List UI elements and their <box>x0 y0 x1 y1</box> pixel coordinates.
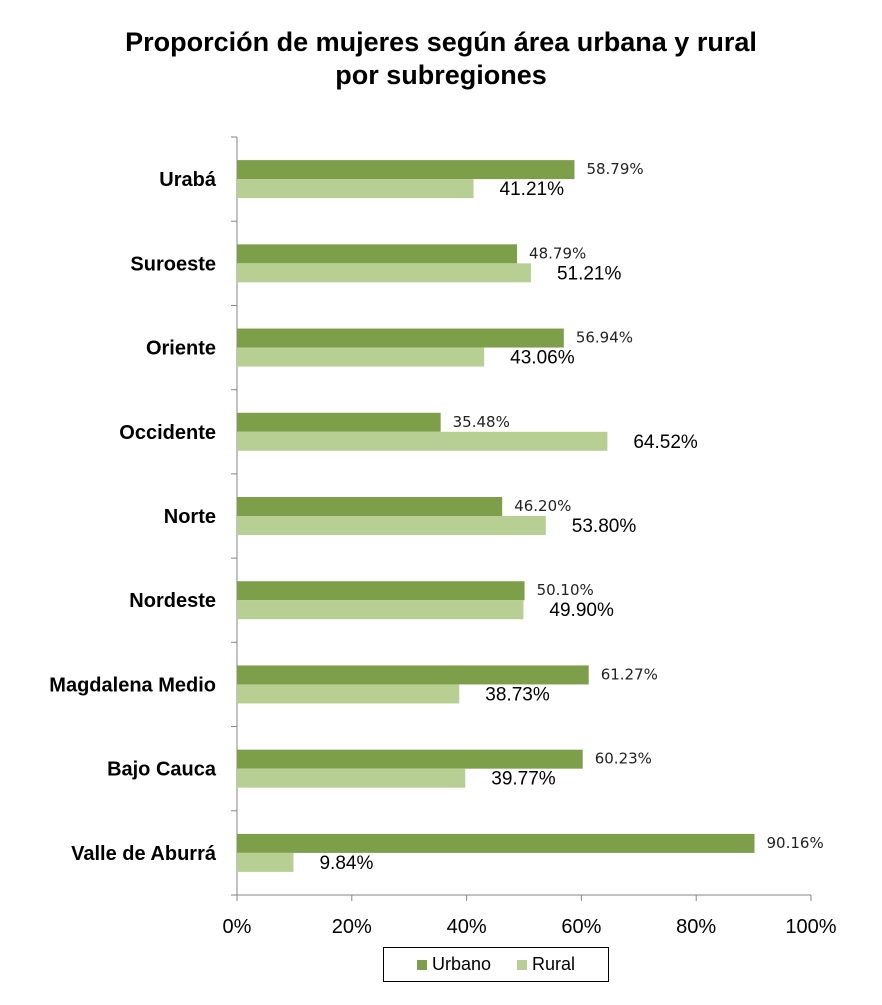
legend-swatch-rural <box>517 959 528 970</box>
x-tick-label: 20% <box>332 916 372 938</box>
bar-rural-nordeste <box>237 600 524 620</box>
legend: Urbano Rural <box>383 947 609 982</box>
category-label-bajo-cauca: Bajo Cauca <box>107 759 217 781</box>
data-label-rural-suroeste: 51.21% <box>557 263 622 284</box>
legend-swatch-urbano <box>416 959 427 970</box>
category-label-valle-de-aburra: Valle de Aburrá <box>71 843 217 865</box>
bar-rural-norte <box>237 516 546 535</box>
data-label-rural-nordeste: 49.90% <box>549 600 614 621</box>
data-label-urbano-bajo-cauca: 60.23% <box>595 750 652 768</box>
data-label-urbano-occidente: 35.48% <box>453 413 510 431</box>
category-label-norte: Norte <box>164 506 216 528</box>
bars <box>237 160 755 872</box>
x-tick-label: 60% <box>561 916 601 938</box>
data-label-rural-oriente: 43.06% <box>510 348 575 369</box>
data-label-urbano-valle-de-aburra: 90.16% <box>767 834 824 852</box>
bar-rural-magdalena-medio <box>237 684 460 704</box>
chart-title-line-2: por subregiones <box>335 60 547 90</box>
bar-urbano-norte <box>237 497 503 516</box>
legend-label-urbano: Urbano <box>431 954 492 974</box>
bar-urbano-nordeste <box>237 581 525 601</box>
chart-title-line-1: Proporción de mujeres según área urbana … <box>125 27 757 57</box>
bar-urbano-bajo-cauca <box>237 749 583 769</box>
data-label-rural-occidente: 64.52% <box>633 432 698 453</box>
legend-label-rural: Rural <box>532 954 576 974</box>
category-label-uraba: Urabá <box>159 169 217 191</box>
bar-urbano-occidente <box>237 412 441 432</box>
bar-urbano-suroeste <box>237 244 518 264</box>
bar-rural-suroeste <box>237 263 531 283</box>
x-tick-label: 0% <box>223 916 252 938</box>
bar-urbano-oriente <box>237 328 564 348</box>
data-label-urbano-oriente: 56.94% <box>576 329 633 347</box>
bar-rural-oriente <box>237 347 485 367</box>
data-label-urbano-uraba: 58.79% <box>586 160 643 178</box>
category-label-oriente: Oriente <box>146 338 216 360</box>
category-label-magdalena-medio: Magdalena Medio <box>49 674 216 696</box>
chart-title: Proporción de mujeres según área urbana … <box>0 26 882 92</box>
bar-rural-occidente <box>237 431 608 451</box>
bar-rural-uraba <box>237 179 474 199</box>
category-label-nordeste: Nordeste <box>129 590 216 612</box>
legend-item-urbano: Urbano <box>416 954 492 975</box>
legend-item-rural: Rural <box>517 954 575 975</box>
data-label-rural-valle-de-aburra: 9.84% <box>319 853 373 874</box>
category-label-suroeste: Suroeste <box>130 253 216 275</box>
bar-rural-valle-de-aburra <box>237 852 294 872</box>
x-tick-label: 100% <box>785 916 836 938</box>
data-label-urbano-norte: 46.20% <box>514 497 571 515</box>
data-label-rural-bajo-cauca: 39.77% <box>491 769 556 790</box>
y-axis: Urabá Suroeste Oriente Occidente Norte Nordes… <box>49 169 217 865</box>
data-label-urbano-magdalena-medio: 61.27% <box>601 665 658 683</box>
data-label-rural-norte: 53.80% <box>572 516 637 537</box>
data-label-urbano-nordeste: 50.10% <box>537 581 594 599</box>
bar-urbano-uraba <box>237 160 575 180</box>
data-label-rural-magdalena-medio: 38.73% <box>485 684 550 705</box>
data-label-rural-uraba: 41.21% <box>500 179 565 200</box>
data-label-urbano-suroeste: 48.79% <box>529 244 586 262</box>
bar-urbano-valle-de-aburra <box>237 833 755 853</box>
x-tick-label: 80% <box>676 916 716 938</box>
data-labels: 58.79% 41.21% 48.79%51.21% 56.94%43.06% 35.4… <box>319 160 823 874</box>
category-label-occidente: Occidente <box>119 422 216 444</box>
bar-urbano-magdalena-medio <box>237 665 589 685</box>
x-tick-label: 40% <box>447 916 487 938</box>
bar-rural-bajo-cauca <box>237 768 466 788</box>
